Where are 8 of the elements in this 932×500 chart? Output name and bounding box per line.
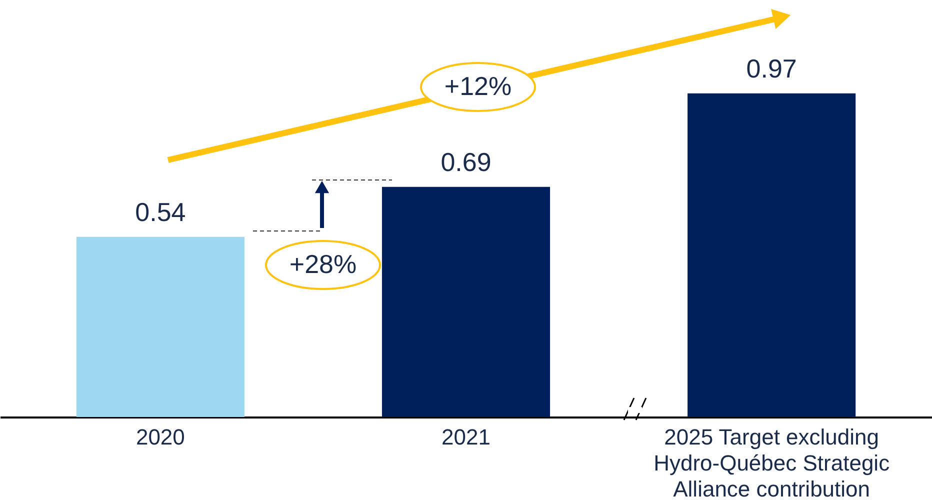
annotation: +28% [289,249,357,279]
data-label: 0.54 [135,196,186,227]
annotation: +12% [444,71,512,101]
data-label: 0.97 [746,53,797,84]
x-tick-label: 2021 [442,424,490,450]
x-tick-label: 2025 Target excluding Hydro-Québec Strategic Alliance contribution [654,424,890,500]
data-label: 0.69 [440,146,492,177]
x-tick-label: 2020 [136,424,185,450]
